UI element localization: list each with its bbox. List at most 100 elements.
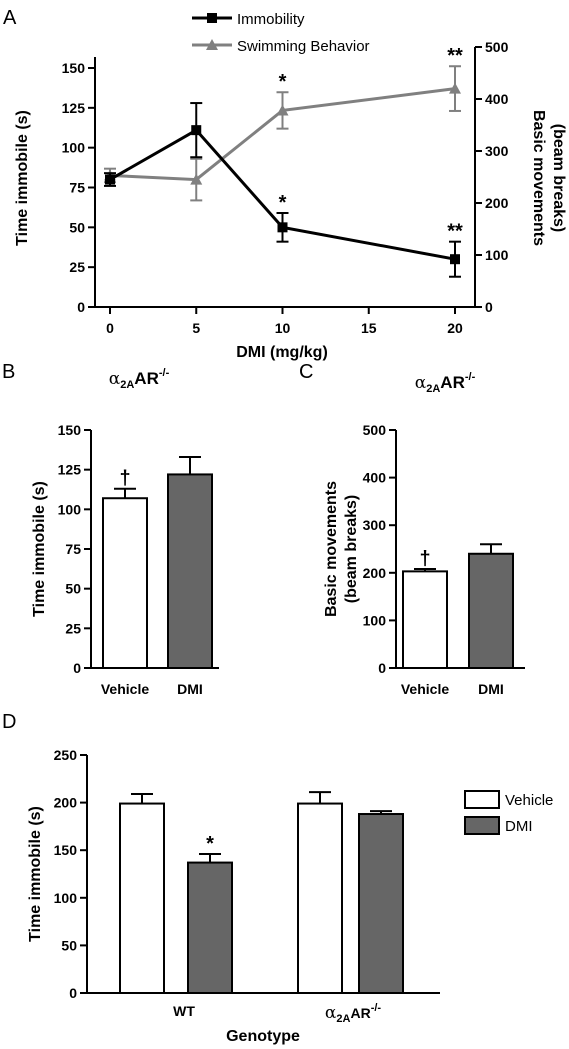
x-tick-a-label-3: 15 <box>361 320 377 336</box>
A-y2ticks-label-3: 300 <box>485 143 509 159</box>
title-c-greek: α <box>415 373 427 393</box>
C-bars-cat-1: DMI <box>478 681 504 697</box>
y2-axis-title-a-line2: (beam breaks) <box>550 124 567 233</box>
y-axis-title-c-line2: (beam breaks) <box>343 495 360 604</box>
series-a: ****** <box>104 45 463 278</box>
y-ticks-b: 0 25 50 75 100 125 150 <box>58 422 91 676</box>
group-label-ko: α2AAR-/- <box>325 1002 382 1025</box>
B-bars-sig-0: † <box>119 468 130 490</box>
C-yticks-label-2: 200 <box>363 565 387 581</box>
x-tick-a-label-1: 5 <box>192 320 200 336</box>
panel-letter-c: C <box>299 361 313 383</box>
C-yticks-label-5: 500 <box>363 422 387 438</box>
C-yticks-label-3: 300 <box>363 517 387 533</box>
series-a-0: *** <box>104 102 463 278</box>
D-yticks-label-3: 150 <box>54 842 78 858</box>
legend-dmi-swatch <box>464 816 500 835</box>
x-axis-title-d: Genotype <box>226 1028 300 1045</box>
C-bars-bar-0 <box>402 570 448 670</box>
y-axis-title-b: Time immobile (s) <box>31 481 48 617</box>
x-tick-a-label-4: 20 <box>447 320 463 336</box>
B-bars-cat-1: DMI <box>177 681 203 697</box>
A-y2ticks-label-1: 100 <box>485 247 509 263</box>
legend-immobility-label: Immobility <box>237 11 305 28</box>
y-axis-title-c-line1: Basic movements <box>323 481 340 617</box>
panel-letter-b: B <box>2 361 15 383</box>
legend-swimming-label: Swimming Behavior <box>237 38 370 55</box>
title-c-main: AR <box>440 373 465 392</box>
legend-vehicle-swatch <box>464 790 500 809</box>
series-a-1: *** <box>104 45 463 202</box>
B-yticks-label-2: 50 <box>65 581 81 597</box>
title-c-sub: 2A <box>426 383 440 395</box>
A-yticks-label-6: 150 <box>62 60 86 76</box>
bars-c: Vehicle † DMI <box>401 543 514 697</box>
title-b-sub: 2A <box>120 379 134 391</box>
B-yticks-label-6: 150 <box>58 422 82 438</box>
panel-d: D 0 50 100 150 200 250 * Vehicle DMI WT α2AAR… <box>2 711 553 1045</box>
bar-d-0-0 <box>119 802 165 994</box>
title-b-greek: α <box>109 369 121 389</box>
D-yticks-label-0: 0 <box>69 985 77 1001</box>
bars-b: Vehicle † DMI <box>101 455 213 697</box>
C-yticks-label-1: 100 <box>363 612 387 628</box>
x-tick-a-label-0: 0 <box>106 320 114 336</box>
sig-d-1-0: * <box>206 833 214 855</box>
series-a-1-line <box>109 87 456 182</box>
title-b-sup: -/- <box>159 367 170 379</box>
legend-immobility-marker <box>207 13 217 23</box>
A-yticks-label-4: 100 <box>62 140 86 156</box>
x-axis-title-a: DMI (mg/kg) <box>236 344 328 361</box>
series-a-0-sig-3: ** <box>447 221 463 243</box>
B-yticks-label-3: 75 <box>65 541 81 557</box>
y-ticks-a: 0 25 50 75 100 125 150 <box>62 60 95 315</box>
legend-a: Immobility Swimming Behavior <box>192 11 370 55</box>
bar-d-0-1 <box>297 802 343 994</box>
A-yticks-label-3: 75 <box>69 180 85 196</box>
series-a-1-sig-2: * <box>279 71 287 93</box>
y2-ticks-a: 0 100 200 300 400 500 <box>475 39 509 315</box>
series-a-0-line <box>109 128 456 261</box>
series-a-0-point-0 <box>105 174 115 185</box>
D-yticks-label-4: 200 <box>54 795 78 811</box>
y-ticks-c: 0 100 200 300 400 500 <box>363 422 396 676</box>
x-tick-a-label-2: 10 <box>275 320 291 336</box>
C-yticks-label-4: 400 <box>363 470 387 486</box>
group-ko-sub: 2A <box>336 1013 350 1025</box>
y-ticks-d: 0 50 100 150 200 250 <box>54 747 87 1001</box>
panel-title-b: α2AAR-/- <box>109 367 170 391</box>
B-yticks-label-4: 100 <box>58 501 82 517</box>
panel-letter-a: A <box>3 7 17 29</box>
title-b-main: AR <box>134 369 159 388</box>
D-yticks-label-5: 250 <box>54 747 78 763</box>
bar-d-1-0 <box>187 861 233 994</box>
y-axis-title-a: Time immobile (s) <box>14 110 31 246</box>
group-ko-greek: α <box>325 1003 337 1023</box>
legend-d: Vehicle DMI <box>464 790 553 835</box>
B-bars-cat-0: Vehicle <box>101 681 149 697</box>
C-bars-cat-0: Vehicle <box>401 681 449 697</box>
series-a-1-point-2 <box>276 104 289 116</box>
D-yticks-label-1: 50 <box>61 937 77 953</box>
legend-dmi-label: DMI <box>505 818 533 835</box>
series-a-1-sig-3: ** <box>447 45 463 67</box>
A-yticks-label-0: 0 <box>77 299 85 315</box>
series-a-0-point-3 <box>450 254 460 265</box>
B-bars-bar-0 <box>102 497 148 669</box>
legend-swimming-marker <box>206 39 218 50</box>
D-yticks-label-2: 100 <box>54 890 78 906</box>
series-a-0-point-1 <box>191 125 202 136</box>
bars-d: * <box>119 791 404 994</box>
y2-axis-title-a-line1: Basic movements <box>530 110 547 246</box>
B-yticks-label-1: 25 <box>65 620 81 636</box>
legend-vehicle-label: Vehicle <box>505 792 553 809</box>
B-yticks-label-0: 0 <box>73 660 81 676</box>
group-ko-sup: -/- <box>371 1002 382 1014</box>
A-yticks-label-1: 25 <box>69 259 85 275</box>
group-ko-main: AR <box>350 1005 370 1021</box>
panel-title-c: α2AAR-/- <box>415 371 476 395</box>
series-a-0-sig-2: * <box>279 192 287 214</box>
C-yticks-label-0: 0 <box>378 660 386 676</box>
